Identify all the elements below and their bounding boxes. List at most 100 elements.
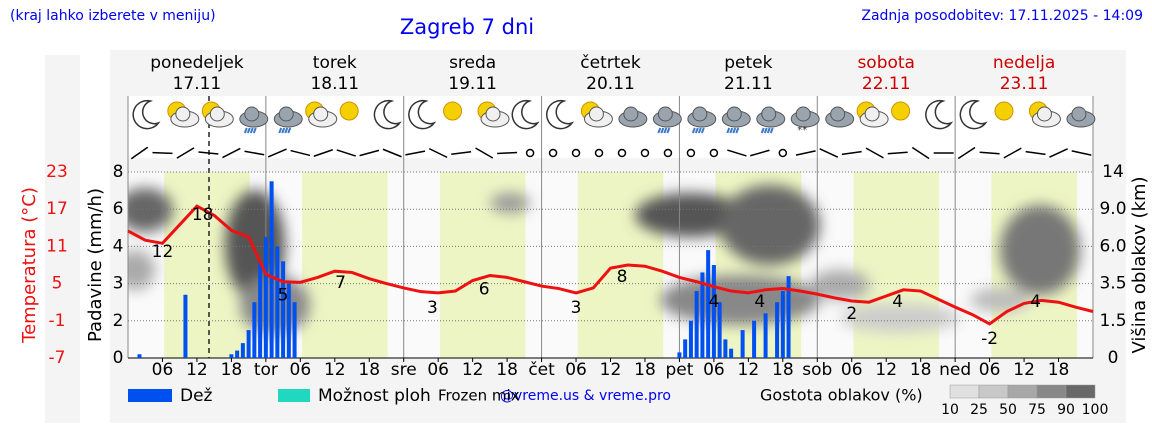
precip-bar <box>717 302 722 358</box>
precip-bar <box>258 261 263 358</box>
day-name: torek <box>313 53 357 73</box>
weather-icon <box>825 106 855 128</box>
cloud <box>1036 106 1052 122</box>
x-tick-label: 06 <box>703 360 725 380</box>
cloud-height-tick-label: 3.5 <box>1099 274 1126 294</box>
x-tick-label: ned <box>939 360 971 380</box>
cloud <box>244 106 260 122</box>
x-tick-label: 18 <box>910 360 932 380</box>
rain-drop <box>243 127 248 134</box>
day-name: četrtek <box>580 53 641 73</box>
precip-bar <box>775 302 780 358</box>
rain-drop <box>287 127 292 134</box>
rain-drop <box>766 127 771 134</box>
precip-bar <box>706 250 711 358</box>
day-name: sreda <box>449 53 496 73</box>
day-date: 19.11 <box>448 74 497 94</box>
temp-tick-label: 5 <box>52 274 63 294</box>
snow: ** <box>797 125 807 136</box>
x-tick-label: sob <box>802 360 832 380</box>
x-tick-label: 06 <box>979 360 1001 380</box>
temp-value-label: 7 <box>335 273 346 293</box>
cloud <box>657 106 673 122</box>
temp-value-label: 4 <box>708 292 719 312</box>
sun <box>339 101 359 121</box>
wind-barb <box>244 150 265 156</box>
temp-value-label: -2 <box>981 329 998 349</box>
precip-bar <box>183 294 188 358</box>
legend-swatch <box>128 389 172 402</box>
rain-drop <box>769 127 774 134</box>
legend-swatch <box>278 389 310 402</box>
precip-bar <box>275 246 280 358</box>
wind-barb <box>313 149 333 157</box>
density-swatch <box>949 384 980 399</box>
rain-drop <box>660 127 665 134</box>
day-date: 22.11 <box>862 74 911 94</box>
wind-barb <box>405 150 426 156</box>
moon <box>408 99 437 130</box>
density-swatch <box>1007 384 1038 399</box>
precip-bar <box>729 348 734 358</box>
x-tick-label: 06 <box>152 360 174 380</box>
wind-barb <box>957 146 976 160</box>
weather-icon <box>511 99 540 130</box>
x-tick-label: sre <box>391 360 417 380</box>
rain-drop <box>666 127 671 134</box>
x-tick-label: 12 <box>1013 360 1035 380</box>
x-tick-label: 18 <box>634 360 656 380</box>
cloud <box>485 106 501 122</box>
update-time: Zadnja posodobitev: 17.11.2025 - 14:09 <box>861 8 1143 24</box>
cloud <box>175 106 191 122</box>
moon <box>925 99 954 130</box>
wind-barb <box>865 147 884 159</box>
wind-barb <box>359 149 380 157</box>
moon <box>546 99 575 130</box>
cloud-height-tick-label: 1.5 <box>1099 311 1126 331</box>
calm-wind <box>548 148 558 158</box>
rain-drop <box>694 127 699 134</box>
credit: @vreme.us & vreme.pro <box>500 388 671 404</box>
legend-label: Dež <box>180 386 213 406</box>
x-tick-label: pet <box>665 360 693 380</box>
precip-bar <box>269 181 274 358</box>
chart-title: Zagreb 7 dni <box>400 15 534 39</box>
temp-value-label: 12 <box>152 242 174 262</box>
x-tick-label: 18 <box>496 360 518 380</box>
density-tick-label: 10 <box>941 402 959 418</box>
precip-bar <box>723 339 728 358</box>
weather-icon <box>756 106 786 134</box>
weather-icon <box>618 106 648 128</box>
precip-bar <box>700 272 705 358</box>
x-tick-label: 18 <box>1048 360 1070 380</box>
x-tick-label: 06 <box>565 360 587 380</box>
precip-bar <box>694 291 699 358</box>
subtitle: (kraj lahko izberete v meniju) <box>10 8 216 24</box>
calm-wind <box>686 148 696 158</box>
weather-icon <box>687 106 717 134</box>
wind-barb <box>1049 148 1068 158</box>
weather-icon <box>580 101 613 128</box>
day-date: 18.11 <box>310 74 359 94</box>
x-tick-label: 18 <box>221 360 243 380</box>
density-tick-label: 90 <box>1057 402 1075 418</box>
precip-bar <box>252 302 257 358</box>
wind-barb <box>887 151 908 155</box>
calm-wind <box>571 148 581 158</box>
temp-value-label: 8 <box>617 267 628 287</box>
x-tick-label: 12 <box>324 360 346 380</box>
cloud-height-tick-label: 9.0 <box>1099 199 1126 219</box>
temp-value-label: 3 <box>571 298 582 318</box>
rain-drop <box>732 127 737 134</box>
calm-wind <box>525 148 535 158</box>
precip-bar <box>786 276 791 358</box>
cloud <box>726 106 742 122</box>
wind-barb <box>382 148 402 158</box>
temp-tick-label: -1 <box>49 311 66 331</box>
left-panel <box>45 55 80 423</box>
cloud <box>864 106 880 122</box>
rain-drop <box>278 127 283 134</box>
weather-icon <box>856 101 889 128</box>
precipitation-axis-label: Padavine (mm/h) <box>85 188 106 342</box>
